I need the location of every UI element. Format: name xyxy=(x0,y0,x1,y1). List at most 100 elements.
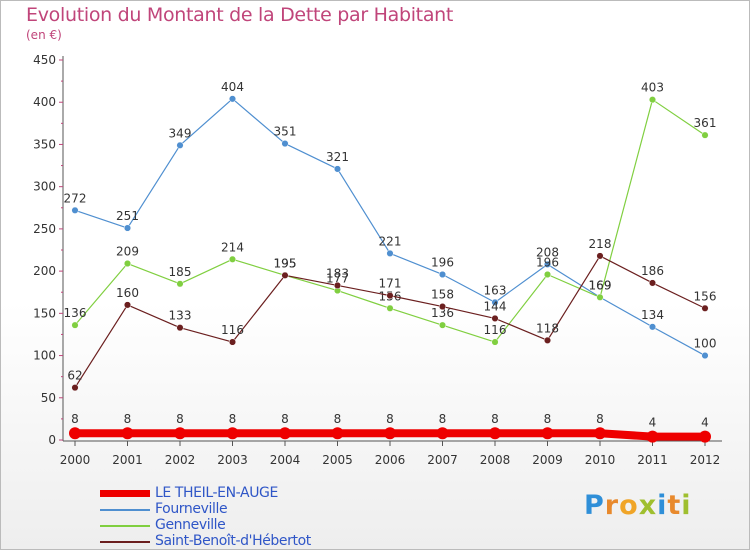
point-le-theil-en-auge-2008 xyxy=(489,427,501,440)
legend-item-le-theil: LE THEIL-EN-AUGE xyxy=(100,485,400,501)
point-le-theil-en-auge-2004 xyxy=(279,427,291,440)
legend-label-le-theil: LE THEIL-EN-AUGE xyxy=(155,485,278,501)
point-saint-beno-t-d-h-bertot-2005 xyxy=(333,281,342,290)
label-le-theil-en-auge-2007: 8 xyxy=(439,412,447,426)
y-tick-label-350: 350 xyxy=(33,137,56,151)
x-tick-label-2010: 2010 xyxy=(585,453,616,467)
label-saint-beno-t-d-h-bertot-2004: 195 xyxy=(274,256,297,270)
x-tick-label-2000: 2000 xyxy=(60,453,91,467)
point-le-theil-en-auge-2005 xyxy=(331,427,344,440)
label-genneville-2001: 209 xyxy=(116,245,139,259)
y-tick-label-50: 50 xyxy=(41,391,56,405)
proxiti-logo: Proxiti xyxy=(584,490,692,521)
label-le-theil-en-auge-2005: 8 xyxy=(334,412,342,426)
label-genneville-2008: 116 xyxy=(484,323,507,337)
label-saint-beno-t-d-h-bertot-2001: 160 xyxy=(116,286,139,300)
y-tick-label-400: 400 xyxy=(33,95,56,109)
legend-swatch-saint-benoit xyxy=(100,541,150,543)
x-tick-label-2009: 2009 xyxy=(532,453,563,467)
x-tick-label-2004: 2004 xyxy=(270,453,301,467)
point-genneville-2001 xyxy=(123,259,132,268)
label-saint-beno-t-d-h-bertot-2012: 156 xyxy=(694,289,717,303)
point-saint-beno-t-d-h-bertot-2006 xyxy=(386,292,394,300)
point-le-theil-en-auge-2009 xyxy=(541,427,554,440)
label-fourneville-2008: 163 xyxy=(484,283,507,297)
y-tick-label-250: 250 xyxy=(33,222,56,236)
label-fourneville-2009: 208 xyxy=(536,245,559,259)
label-le-theil-en-auge-2006: 8 xyxy=(386,412,394,426)
chart-unit: (en €) xyxy=(26,28,62,42)
x-tick-label-2002: 2002 xyxy=(165,453,196,467)
logo-letter: P xyxy=(584,490,605,521)
point-saint-beno-t-d-h-bertot-2003 xyxy=(228,338,237,346)
point-fourneville-2007 xyxy=(438,270,447,279)
label-genneville-2010: 169 xyxy=(589,278,612,292)
legend-swatch-fourneville xyxy=(100,509,150,511)
point-genneville-2006 xyxy=(386,304,394,312)
label-saint-beno-t-d-h-bertot-2008: 144 xyxy=(484,299,507,313)
logo-letter: x xyxy=(638,490,658,521)
label-saint-beno-t-d-h-bertot-2009: 118 xyxy=(536,321,559,335)
point-fourneville-2008 xyxy=(491,298,499,306)
label-saint-beno-t-d-h-bertot-2007: 158 xyxy=(431,288,454,302)
label-le-theil-en-auge-2001: 8 xyxy=(124,412,132,426)
label-saint-beno-t-d-h-bertot-2006: 171 xyxy=(379,277,402,291)
point-saint-beno-t-d-h-bertot-2010 xyxy=(596,252,604,260)
point-saint-beno-t-d-h-bertot-2000 xyxy=(71,384,79,392)
label-genneville-2007: 136 xyxy=(431,306,454,320)
legend-swatch-genneville xyxy=(100,525,150,527)
label-saint-beno-t-d-h-bertot-2002: 133 xyxy=(169,309,192,323)
label-le-theil-en-auge-2012: 4 xyxy=(701,416,709,430)
label-le-theil-en-auge-2010: 8 xyxy=(596,412,604,426)
label-fourneville-2011: 134 xyxy=(641,308,664,322)
label-genneville-2012: 361 xyxy=(694,116,717,130)
point-genneville-2002 xyxy=(176,280,184,288)
label-fourneville-2000: 272 xyxy=(64,191,87,205)
x-tick-label-2006: 2006 xyxy=(375,453,406,467)
point-le-theil-en-auge-2011 xyxy=(646,430,659,443)
label-saint-beno-t-d-h-bertot-2003: 116 xyxy=(221,323,244,337)
label-fourneville-2002: 349 xyxy=(169,126,192,140)
legend-label-genneville: Genneville xyxy=(155,517,226,533)
label-le-theil-en-auge-2002: 8 xyxy=(176,412,184,426)
point-le-theil-en-auge-2001 xyxy=(121,427,134,440)
point-fourneville-2006 xyxy=(386,249,394,257)
point-genneville-2003 xyxy=(228,255,237,263)
legend-swatch-le-theil xyxy=(100,490,150,497)
x-tick-label-2003: 2003 xyxy=(217,453,248,467)
point-fourneville-2004 xyxy=(281,140,289,148)
point-saint-beno-t-d-h-bertot-2004 xyxy=(281,271,289,279)
point-saint-beno-t-d-h-bertot-2012 xyxy=(701,304,709,312)
legend-item-genneville: Genneville xyxy=(100,517,400,533)
label-le-theil-en-auge-2000: 8 xyxy=(71,412,79,426)
y-tick-label-450: 450 xyxy=(33,53,56,67)
y-tick-label-150: 150 xyxy=(33,306,56,320)
point-genneville-2011 xyxy=(648,96,657,104)
label-genneville-2009: 196 xyxy=(536,255,559,269)
point-fourneville-2012 xyxy=(701,352,709,360)
x-tick-label-2012: 2012 xyxy=(690,453,721,467)
logo-letter: r xyxy=(604,490,620,521)
label-fourneville-2006: 221 xyxy=(379,234,402,248)
point-genneville-2010 xyxy=(596,293,604,301)
y-tick-label-0: 0 xyxy=(48,433,56,447)
label-le-theil-en-auge-2003: 8 xyxy=(229,412,237,426)
point-le-theil-en-auge-2007 xyxy=(436,427,449,440)
point-le-theil-en-auge-2003 xyxy=(226,427,239,440)
point-fourneville-2003 xyxy=(228,95,237,103)
point-le-theil-en-auge-2010 xyxy=(594,427,606,440)
label-le-theil-en-auge-2009: 8 xyxy=(544,412,552,426)
point-fourneville-2002 xyxy=(176,141,184,149)
point-genneville-2007 xyxy=(438,321,447,329)
logo-letter: i xyxy=(681,490,692,521)
x-tick-label-2011: 2011 xyxy=(637,453,668,467)
point-saint-beno-t-d-h-bertot-2008 xyxy=(491,314,499,322)
point-genneville-2000 xyxy=(71,321,79,329)
label-genneville-2000: 136 xyxy=(64,306,87,320)
label-saint-beno-t-d-h-bertot-2010: 218 xyxy=(589,237,612,251)
legend-label-saint-benoit: Saint-Benoît-d'Hébertot xyxy=(155,533,311,549)
point-saint-beno-t-d-h-bertot-2007 xyxy=(438,303,447,311)
point-genneville-2008 xyxy=(491,338,499,346)
